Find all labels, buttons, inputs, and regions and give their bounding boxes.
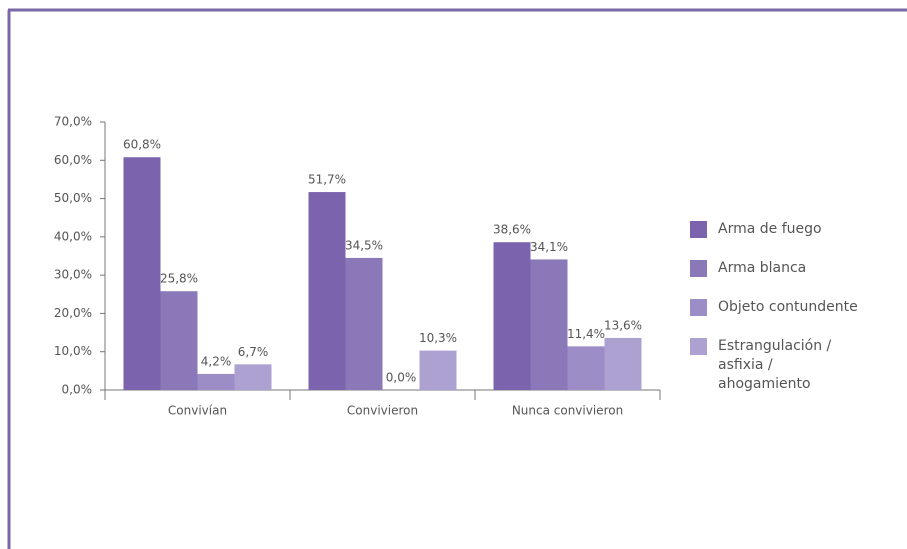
value-label: 11,4% [567, 327, 605, 341]
bar [419, 350, 457, 390]
bar [567, 346, 605, 390]
value-label: 51,7% [308, 173, 346, 187]
legend-label: Arma blanca [718, 260, 807, 276]
bar [234, 364, 272, 390]
legend-item: Arma blanca [690, 259, 865, 278]
value-label: 34,5% [345, 238, 383, 252]
bar [308, 192, 346, 390]
bar [530, 259, 568, 390]
bar [604, 337, 642, 390]
y-tick-label: 40,0% [54, 229, 92, 243]
legend-swatch [690, 221, 707, 238]
value-label: 38,6% [493, 223, 531, 237]
legend-swatch [690, 299, 707, 316]
y-tick-label: 60,0% [54, 153, 92, 167]
x-tick-label: Convivían [168, 404, 227, 418]
y-tick-label: 30,0% [54, 268, 92, 282]
legend-swatch [690, 338, 707, 355]
legend-label: Arma de fuego [718, 221, 822, 237]
y-tick-label: 70,0% [54, 115, 92, 129]
legend-item: Estrangulación / asfixia / ahogamiento [690, 337, 865, 394]
x-tick-label: Nunca convivieron [512, 404, 623, 418]
bar [493, 242, 531, 390]
y-tick-label: 10,0% [54, 344, 92, 358]
y-tick-label: 0,0% [62, 383, 93, 397]
y-tick-label: 20,0% [54, 306, 92, 320]
legend-label: Estrangulación / asfixia / ahogamiento [718, 338, 832, 392]
x-tick-label: Convivieron [347, 404, 418, 418]
value-label: 10,3% [419, 331, 457, 345]
value-label: 25,8% [160, 272, 198, 286]
bar [197, 373, 235, 390]
value-label: 34,1% [530, 240, 568, 254]
value-label: 4,2% [201, 354, 232, 368]
bar [123, 157, 161, 390]
value-label: 60,8% [123, 138, 161, 152]
y-tick-label: 50,0% [54, 191, 92, 205]
legend-label: Objeto contundente [718, 299, 858, 315]
value-label: 6,7% [238, 345, 269, 359]
legend-item: Objeto contundente [690, 298, 865, 317]
legend: Arma de fuego Arma blanca Objeto contunden… [690, 220, 865, 414]
value-label: 0,0% [386, 371, 417, 385]
bar [345, 257, 383, 390]
value-label: 13,6% [604, 318, 642, 332]
legend-swatch [690, 260, 707, 277]
legend-item: Arma de fuego [690, 220, 865, 239]
bar [160, 291, 198, 390]
